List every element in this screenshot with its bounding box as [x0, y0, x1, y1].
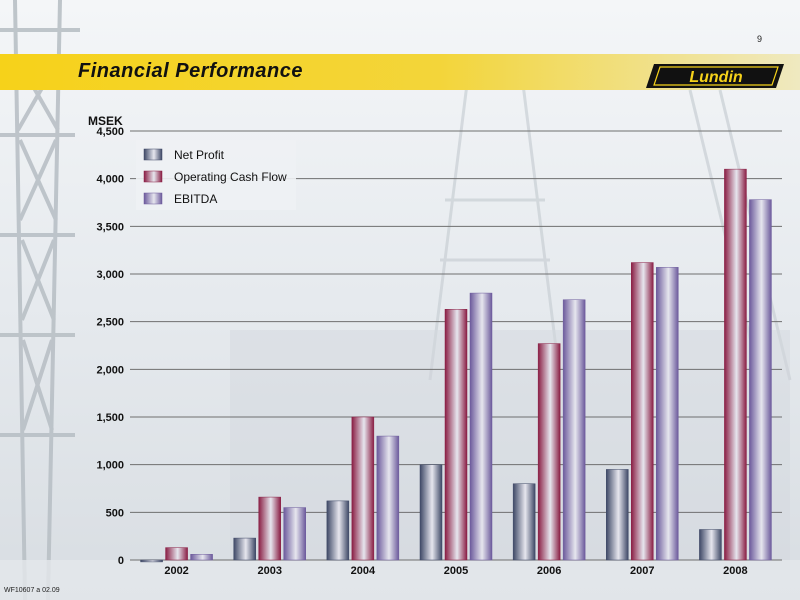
bar-operating-cash-flow-2004 [351, 416, 375, 561]
legend-label: Net Profit [174, 148, 225, 162]
logo-text: Lundin [689, 69, 743, 86]
bar-ebitda-2006 [562, 299, 586, 561]
bar-operating-cash-flow-2003 [258, 496, 281, 561]
bar-net-profit-2004 [326, 500, 350, 561]
bar-ebitda-2005 [469, 292, 493, 561]
legend-swatch [143, 192, 163, 205]
legend-label: EBITDA [174, 192, 217, 206]
bar-ebitda-2003 [283, 507, 306, 561]
bar-operating-cash-flow-2005 [444, 309, 468, 561]
x-tick-label: 2002 [164, 565, 188, 577]
bar-operating-cash-flow-2002 [165, 547, 188, 561]
x-tick-label: 2007 [630, 565, 654, 577]
y-tick-label: 1,000 [96, 460, 124, 472]
x-tick-label: 2003 [257, 565, 281, 577]
y-tick-label: 2,000 [96, 364, 124, 376]
y-tick-label: 1,500 [96, 412, 124, 424]
bars [140, 168, 772, 563]
legend-swatch [143, 170, 163, 183]
x-tick-labels: 2002 2003 2004 2005 2006 2007 2008 [164, 565, 747, 577]
x-tick-label: 2006 [537, 565, 561, 577]
bar-operating-cash-flow-2008 [724, 168, 747, 561]
bar-net-profit-2006 [512, 483, 536, 561]
page-number: 9 [756, 34, 762, 44]
bar-net-profit-2003 [233, 537, 256, 561]
y-tick-label: 500 [106, 507, 124, 519]
y-tick-label: 4,500 [96, 126, 124, 138]
x-tick-label: 2008 [723, 565, 747, 577]
footer-code: WF10607 a 02.09 [4, 587, 60, 594]
y-tick-label: 2,500 [96, 317, 124, 329]
legend-label: Operating Cash Flow [174, 170, 287, 184]
bar-ebitda-2008 [749, 199, 772, 561]
x-tick-label: 2004 [351, 565, 376, 577]
bar-operating-cash-flow-2006 [537, 343, 561, 561]
legend: Net Profit Operating Cash Flow EBITDA [136, 140, 296, 210]
y-tick-label: 4,000 [96, 174, 124, 186]
bar-net-profit-2002 [140, 559, 163, 563]
bar-ebitda-2007 [656, 267, 679, 561]
y-tick-labels: 0 500 1,000 1,500 2,000 2,500 3,000 3,500 4,000 4… [96, 126, 124, 567]
bar-ebitda-2004 [376, 435, 400, 561]
lundin-logo: Lundin [646, 64, 784, 88]
legend-box [136, 140, 296, 210]
bar-net-profit-2005 [419, 464, 443, 561]
bar-net-profit-2008 [699, 529, 722, 561]
bar-ebitda-2002 [190, 554, 213, 561]
y-axis-label: MSEK [88, 114, 123, 128]
page-title: Financial Performance [78, 60, 304, 82]
legend-swatch [143, 148, 163, 161]
bar-operating-cash-flow-2007 [631, 262, 654, 561]
y-tick-label: 3,000 [96, 269, 124, 281]
y-tick-label: 0 [118, 555, 124, 567]
y-tick-label: 3,500 [96, 221, 124, 233]
x-tick-label: 2005 [444, 565, 468, 577]
bar-net-profit-2007 [606, 469, 629, 561]
